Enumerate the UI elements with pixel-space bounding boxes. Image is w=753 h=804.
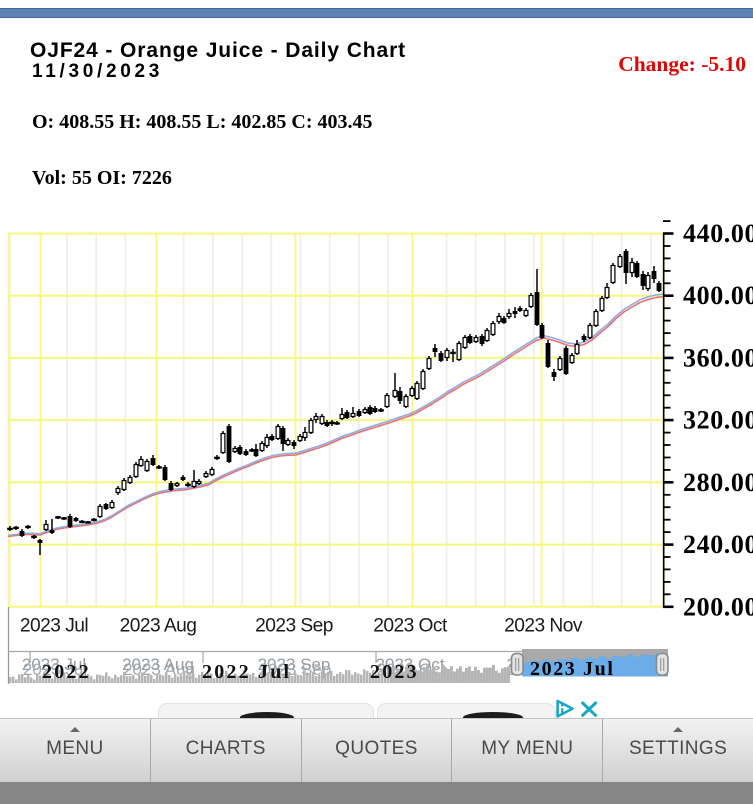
svg-text:2023 Jul: 2023 Jul [20, 616, 88, 637]
svg-text:2023 Sep: 2023 Sep [258, 655, 331, 674]
svg-text:320.00: 320.00 [683, 406, 753, 435]
svg-text:280.00: 280.00 [683, 468, 753, 497]
svg-text:2023: 2023 [370, 661, 419, 683]
svg-text:400.00: 400.00 [683, 281, 753, 310]
svg-text:240.00: 240.00 [683, 530, 753, 559]
svg-text:360.00: 360.00 [683, 343, 753, 372]
svg-text:2023 Jul: 2023 Jul [22, 655, 86, 674]
svg-text:2023 Aug: 2023 Aug [122, 655, 194, 674]
svg-text:2023 Jul: 2023 Jul [23, 660, 87, 679]
svg-text:200.00: 200.00 [683, 592, 753, 621]
svg-text:2022: 2022 [42, 661, 91, 683]
svg-text:2022 Jul: 2022 Jul [202, 661, 291, 683]
svg-text:2023 Jul: 2023 Jul [530, 658, 614, 680]
svg-text:2023 Oct: 2023 Oct [373, 616, 448, 637]
svg-text:2023 Aug: 2023 Aug [120, 616, 197, 637]
svg-text:2023 Nov: 2023 Nov [504, 616, 583, 637]
svg-text:440.00: 440.00 [683, 219, 753, 248]
svg-text:2023 Sep: 2023 Sep [255, 616, 333, 637]
